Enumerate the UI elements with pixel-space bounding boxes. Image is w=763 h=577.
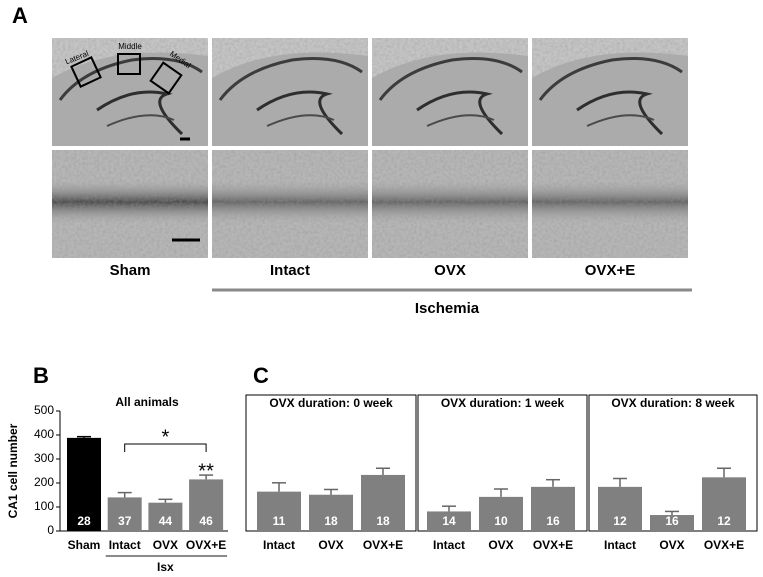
- y-tick-label: 400: [34, 427, 54, 441]
- region-box: [70, 56, 102, 88]
- x-tick-label: OVX+E: [363, 538, 403, 552]
- tissue: [212, 52, 368, 146]
- region-label: Middle: [118, 42, 142, 51]
- bar: [427, 511, 471, 531]
- panel-label: A: [12, 3, 28, 28]
- bar: [598, 486, 642, 531]
- y-tick-label: 500: [34, 403, 54, 417]
- tissue: [52, 52, 208, 146]
- y-tick-label: 200: [34, 475, 54, 489]
- ca-layer: [378, 57, 523, 101]
- title: All animals: [115, 395, 179, 409]
- n-label: 11: [273, 514, 286, 528]
- title: OVX duration: 0 week: [269, 396, 393, 410]
- dentate-gyrus: [426, 114, 495, 127]
- dentate-gyrus: [256, 90, 344, 136]
- bar: [650, 515, 694, 531]
- n-label: 44: [159, 514, 173, 528]
- n-label: 46: [199, 514, 213, 528]
- x-tick-label: Intact: [263, 538, 295, 552]
- dentate-gyrus: [586, 114, 655, 127]
- n-label: 14: [442, 514, 456, 528]
- y-tick-label: 300: [34, 451, 54, 465]
- bar: [531, 486, 575, 531]
- group-label: Isx: [157, 560, 174, 574]
- significance: *: [162, 426, 170, 448]
- ischemia-label: Ischemia: [415, 300, 480, 317]
- dentate-gyrus: [96, 90, 184, 136]
- micrograph-texture: [372, 150, 528, 258]
- n-label: 28: [77, 514, 91, 528]
- group-label: OVX: [434, 262, 466, 279]
- x-tick-label: Intact: [109, 538, 141, 552]
- panel-label: B: [33, 363, 49, 388]
- x-tick-label: Intact: [433, 538, 465, 552]
- title: OVX duration: 8 week: [611, 396, 735, 410]
- x-tick-label: OVX: [488, 538, 513, 552]
- n-label: 10: [494, 514, 508, 528]
- ca-layer: [538, 57, 683, 101]
- bar: [257, 491, 301, 531]
- title: OVX duration: 1 week: [441, 396, 565, 410]
- x-tick-label: OVX: [153, 538, 178, 552]
- ca-layer: [218, 57, 363, 101]
- region-box: [117, 53, 141, 75]
- bar: [189, 479, 224, 531]
- n-label: 12: [613, 514, 627, 528]
- n-label: 16: [546, 514, 560, 528]
- n-label: 18: [324, 514, 338, 528]
- bar: [148, 502, 183, 531]
- ca-layer: [58, 57, 203, 101]
- x-tick-label: Intact: [604, 538, 636, 552]
- dentate-gyrus: [416, 90, 504, 136]
- x-tick-label: OVX: [318, 538, 343, 552]
- bar: [107, 497, 142, 531]
- panel-label: C: [253, 363, 269, 388]
- n-label: 16: [665, 514, 679, 528]
- micrograph-texture: [52, 150, 208, 258]
- y-tick-label: 0: [47, 523, 54, 537]
- x-tick-label: OVX+E: [186, 538, 226, 552]
- x-tick-label: Sham: [68, 538, 101, 552]
- bar: [479, 496, 523, 531]
- significance-bracket: [124, 443, 207, 452]
- significance: **: [198, 460, 214, 482]
- bar: [67, 437, 101, 531]
- n-label: 37: [118, 514, 132, 528]
- tissue: [372, 52, 528, 146]
- micrograph-texture: [212, 150, 368, 258]
- tissue: [532, 52, 688, 146]
- y-tick-label: 100: [34, 499, 54, 513]
- x-tick-label: OVX+E: [533, 538, 573, 552]
- group-label: Intact: [270, 262, 310, 279]
- bar: [309, 494, 353, 531]
- micrograph-texture: [532, 150, 688, 258]
- bar: [361, 474, 405, 531]
- dentate-gyrus: [576, 90, 664, 136]
- dentate-gyrus: [266, 114, 335, 127]
- group-label: Sham: [110, 262, 151, 279]
- y-axis-label: CA1 cell number: [6, 423, 20, 518]
- n-label: 18: [376, 514, 390, 528]
- group-label: OVX+E: [585, 262, 635, 279]
- x-tick-label: OVX+E: [704, 538, 744, 552]
- region-box: [149, 61, 183, 95]
- n-label: 12: [717, 514, 731, 528]
- x-tick-label: OVX: [659, 538, 684, 552]
- bar: [702, 477, 746, 531]
- dentate-gyrus: [106, 114, 175, 127]
